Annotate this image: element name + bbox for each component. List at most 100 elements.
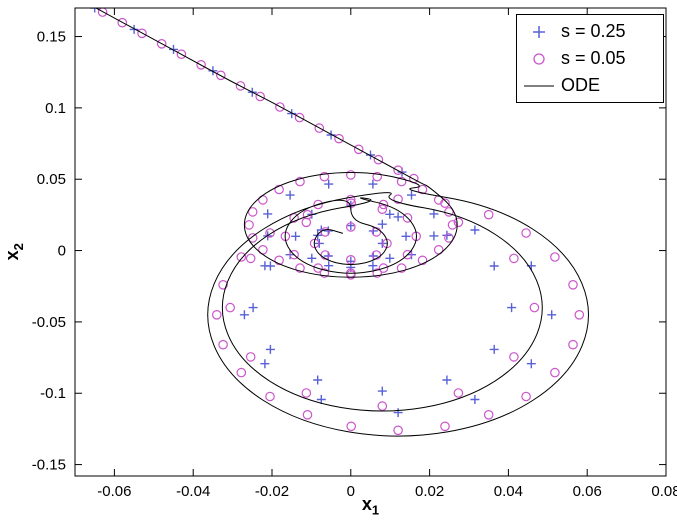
circle-marker	[521, 391, 531, 402]
circle-marker	[176, 49, 187, 59]
circle-marker	[529, 302, 540, 313]
x-tick-label: 0.02	[415, 483, 444, 500]
circle-marker-icon	[517, 49, 561, 69]
series-circle-markers	[79, 0, 585, 436]
circle-marker	[295, 263, 305, 273]
circle-marker	[353, 144, 364, 155]
circle-marker	[235, 81, 246, 91]
y-tick-label: 0.1	[45, 100, 66, 117]
circle-marker	[302, 409, 313, 420]
circle-marker	[345, 254, 356, 265]
circle-marker	[483, 409, 494, 420]
circle-marker	[313, 199, 323, 210]
circle-marker	[236, 252, 247, 262]
circle-marker	[275, 102, 285, 112]
circle-marker	[396, 176, 407, 187]
circle-marker	[274, 184, 284, 195]
circle-marker	[255, 91, 265, 102]
circle-marker	[568, 279, 578, 290]
circle-marker	[393, 425, 403, 436]
y-tick-label: 0.05	[37, 171, 66, 188]
circle-marker	[218, 279, 228, 290]
x-tick-label: 0.08	[651, 483, 677, 500]
circle-marker	[378, 199, 389, 210]
x-tick-label: -0.02	[255, 483, 289, 500]
circle-marker	[319, 171, 330, 182]
circle-marker	[334, 133, 344, 144]
circle-marker	[574, 309, 585, 320]
plot-area	[79, 0, 589, 437]
circle-marker	[509, 253, 519, 264]
circle-marker	[313, 263, 323, 273]
circle-marker	[402, 213, 413, 223]
circle-marker	[345, 222, 356, 232]
x-axis-label-sub: 1	[371, 502, 380, 518]
x-tick-label: 0	[347, 483, 355, 500]
circle-marker	[218, 339, 228, 350]
x-tick-label: -0.04	[176, 483, 210, 500]
circle-marker	[377, 401, 388, 411]
circle-marker	[346, 421, 356, 432]
circle-marker	[79, 0, 87, 6]
circle-marker	[568, 339, 578, 350]
x-axis-label-base: x	[361, 494, 372, 514]
legend-label: s = 0.05	[561, 48, 626, 68]
circle-marker	[396, 263, 407, 273]
circle-marker	[444, 233, 454, 243]
legend-item-2: ODE	[517, 72, 663, 99]
circle-marker	[377, 204, 388, 214]
circle-marker	[314, 123, 325, 133]
circle-marker	[371, 227, 382, 237]
y-tick-label: -0.05	[32, 314, 66, 331]
circle-marker	[453, 388, 464, 398]
circle-marker	[373, 154, 384, 165]
legend-item-0: s = 0.25	[517, 18, 663, 45]
circle-marker	[372, 171, 382, 182]
x-tick-label: 0.04	[494, 483, 523, 500]
y-tick-label: 0	[58, 243, 66, 260]
line-sample-icon	[517, 76, 561, 96]
circle-marker	[295, 176, 305, 187]
circle-marker	[378, 263, 389, 273]
circle-marker	[212, 309, 222, 320]
legend: s = 0.25 s = 0.05 ODE	[516, 14, 664, 103]
circle-marker	[156, 38, 167, 49]
legend-item-1: s = 0.05	[517, 45, 663, 72]
circle-marker	[345, 170, 356, 180]
circle-marker	[372, 268, 382, 278]
y-tick-label: -0.1	[40, 385, 66, 402]
y-axis-label: x2	[2, 230, 26, 274]
circle-marker	[320, 250, 330, 260]
circle-marker	[294, 112, 305, 123]
circle-marker	[117, 17, 128, 28]
x-tick-label: 0.06	[573, 483, 602, 500]
circle-marker	[550, 367, 560, 378]
circle-marker	[247, 207, 258, 217]
ode-line	[94, 8, 589, 437]
y-axis-label-base: x	[2, 250, 23, 261]
circle-marker	[289, 213, 299, 223]
circle-marker	[440, 198, 450, 208]
legend-label: ODE	[561, 75, 601, 95]
circle-marker	[245, 253, 256, 264]
circle-marker	[274, 255, 284, 266]
circle-marker	[265, 228, 275, 238]
x-tick-label: -0.06	[97, 483, 131, 500]
series-plus-markers	[90, 8, 557, 418]
circle-marker	[371, 250, 382, 260]
circle-marker	[247, 233, 258, 243]
circle-marker	[402, 249, 413, 260]
circle-marker	[225, 302, 235, 313]
circle-marker	[393, 194, 403, 204]
axes-box	[74, 7, 667, 477]
circle-marker	[216, 70, 226, 81]
y-tick-label: 0.15	[37, 29, 66, 46]
circle-marker	[301, 388, 312, 398]
circle-marker	[244, 220, 254, 230]
circle-marker	[509, 352, 519, 362]
legend-label: s = 0.25	[561, 21, 626, 41]
circle-marker	[245, 352, 256, 362]
y-axis-label-sub: 2	[10, 243, 26, 251]
